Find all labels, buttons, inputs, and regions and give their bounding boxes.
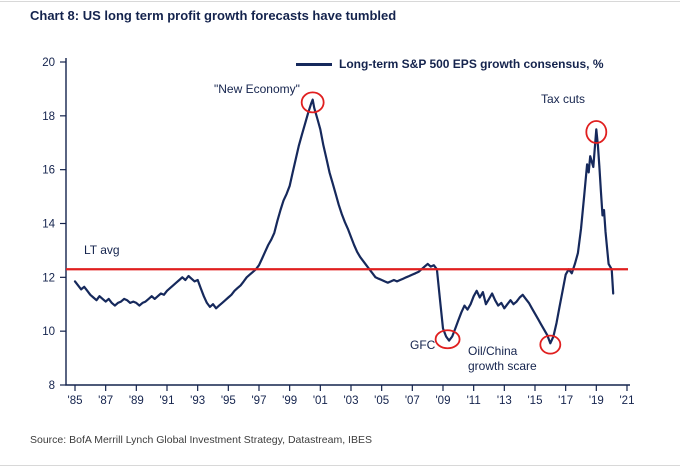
source-note: Source: BofA Merrill Lynch Global Invest… <box>30 434 372 446</box>
y-tick-label: 16 <box>42 165 55 177</box>
annotation-oil-china: Oil/China growth scare <box>468 344 537 374</box>
x-tick-label: '13 <box>497 395 512 407</box>
x-tick-label: '17 <box>558 395 573 407</box>
x-tick-label: '15 <box>527 395 542 407</box>
highlight-circle <box>585 120 608 144</box>
x-tick-label: '91 <box>159 395 174 407</box>
top-divider <box>0 1 680 2</box>
y-tick-label: 14 <box>42 218 55 230</box>
annotation-tax-cuts: Tax cuts <box>541 92 586 106</box>
x-tick-label: '11 <box>467 395 481 407</box>
x-tick-label: '05 <box>374 395 389 407</box>
annotation-gfc: GFC <box>410 338 436 352</box>
x-tick-label: '01 <box>313 395 328 407</box>
y-tick-label: 18 <box>42 111 55 123</box>
x-tick-label: '93 <box>190 395 205 407</box>
x-tick-label: '85 <box>68 395 83 407</box>
y-tick-label: 10 <box>42 326 55 338</box>
x-tick-label: '99 <box>282 395 297 407</box>
legend-label: Long-term S&P 500 EPS growth consensus, … <box>339 57 604 71</box>
x-tick-label: '21 <box>619 395 634 407</box>
x-tick-label: '89 <box>129 395 144 407</box>
x-tick-label: '87 <box>98 395 113 407</box>
annotation-oil-china-line2: growth scare <box>468 359 537 373</box>
annotation-new-economy: "New Economy" <box>214 82 300 96</box>
x-tick-label: '97 <box>251 395 266 407</box>
x-tick-label: '19 <box>589 395 604 407</box>
y-tick-label: 8 <box>49 380 55 392</box>
highlight-circle <box>539 334 562 355</box>
eps-consensus-line <box>73 98 615 345</box>
y-tick-label: 20 <box>42 57 55 69</box>
x-tick-label: '03 <box>343 395 358 407</box>
highlight-circle <box>434 329 461 350</box>
annotation-oil-china-line1: Oil/China <box>468 344 518 358</box>
x-tick-label: '09 <box>435 395 450 407</box>
x-tick-label: '95 <box>221 395 236 407</box>
x-tick-label: '07 <box>405 395 420 407</box>
chart-title: Chart 8: US long term profit growth fore… <box>30 8 397 23</box>
highlight-circle <box>300 91 325 114</box>
legend-line-swatch <box>296 62 332 66</box>
bottom-divider <box>0 465 680 466</box>
annotation-lt-avg: LT avg <box>84 243 120 257</box>
y-tick-label: 12 <box>42 272 55 284</box>
legend: Long-term S&P 500 EPS growth consensus, … <box>296 57 604 71</box>
